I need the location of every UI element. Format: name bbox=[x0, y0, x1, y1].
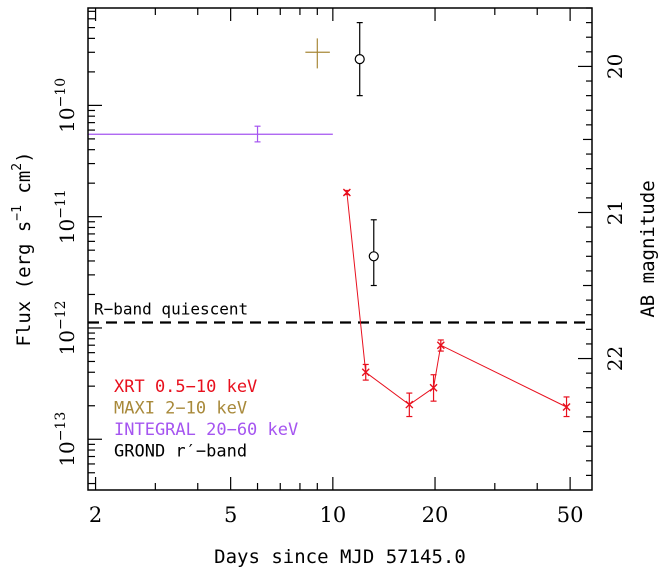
y-tick-label-text: 10−11 bbox=[53, 189, 79, 244]
series-1 bbox=[305, 38, 330, 69]
data-point bbox=[361, 368, 370, 377]
y-tick-exponent: −11 bbox=[53, 189, 69, 219]
legend-entry: XRT 0.5−10 keV bbox=[114, 377, 257, 397]
data-point bbox=[436, 341, 445, 350]
data-point bbox=[368, 251, 379, 262]
ticks-layer bbox=[88, 7, 592, 490]
data-point bbox=[429, 383, 438, 392]
x-tick-label: 5 bbox=[224, 503, 237, 527]
y-tick-label-text: 10−12 bbox=[53, 300, 79, 355]
y-tick-exponent: −13 bbox=[53, 412, 69, 442]
data-point bbox=[342, 188, 351, 197]
y-tick-label-right: 20 bbox=[603, 54, 627, 79]
data-point bbox=[354, 54, 365, 65]
y-tick-label-text: 10−13 bbox=[53, 412, 79, 467]
reference-line-label: R−band quiescent bbox=[94, 299, 248, 318]
y-tick-base: 10 bbox=[55, 219, 79, 244]
y-tick-label-left: 10−13 bbox=[53, 412, 79, 467]
legend-entry: GROND r′−band bbox=[114, 442, 247, 462]
y-axis-title-part: 2 bbox=[10, 163, 25, 171]
data-point bbox=[256, 133, 259, 136]
y-tick-label-right: 21 bbox=[603, 200, 627, 225]
x-tick-label: 50 bbox=[557, 503, 584, 527]
y-tick-base: 10 bbox=[55, 441, 79, 466]
x-axis-title: Days since MJD 57145.0 bbox=[214, 546, 466, 568]
x-tick-label: 2 bbox=[89, 503, 102, 527]
y-axis-title-part: cm bbox=[13, 171, 35, 205]
reference-layer: R−band quiescent bbox=[88, 299, 592, 324]
series-layer bbox=[88, 22, 571, 418]
x-tick-label: 10 bbox=[319, 503, 346, 527]
y-tick-exponent: −12 bbox=[53, 300, 69, 330]
series-line bbox=[346, 192, 567, 408]
x-tick-label: 20 bbox=[422, 503, 449, 527]
y-axis-title-left: Flux (erg s−1 cm2) bbox=[10, 151, 35, 346]
legend-entry: INTEGRAL 20−60 keV bbox=[114, 420, 298, 440]
y-axis-title-part: −1 bbox=[10, 205, 25, 221]
y-tick-label-left: 10−10 bbox=[53, 78, 79, 133]
y-tick-base: 10 bbox=[55, 107, 79, 132]
legend-entry: MAXI 2−10 keV bbox=[114, 399, 247, 419]
y-tick-label-left: 10−11 bbox=[53, 189, 79, 244]
data-point bbox=[405, 400, 414, 409]
series-3 bbox=[354, 22, 379, 287]
y-tick-label-right: 22 bbox=[603, 346, 627, 371]
y-tick-exponent: −10 bbox=[53, 78, 69, 108]
y-axis-title-part: ) bbox=[13, 151, 35, 162]
series-0 bbox=[342, 188, 571, 418]
data-point bbox=[562, 402, 571, 411]
data-point bbox=[316, 51, 319, 54]
plot-frame bbox=[87, 7, 593, 491]
y-tick-label-left: 10−12 bbox=[53, 300, 79, 355]
y-tick-base: 10 bbox=[55, 330, 79, 355]
series-2 bbox=[88, 125, 333, 143]
y-tick-label-text: 10−10 bbox=[53, 78, 79, 133]
y-axis-title-part: Flux (erg s bbox=[13, 221, 35, 347]
y-axis-title-right: AB magnitude bbox=[637, 180, 659, 317]
